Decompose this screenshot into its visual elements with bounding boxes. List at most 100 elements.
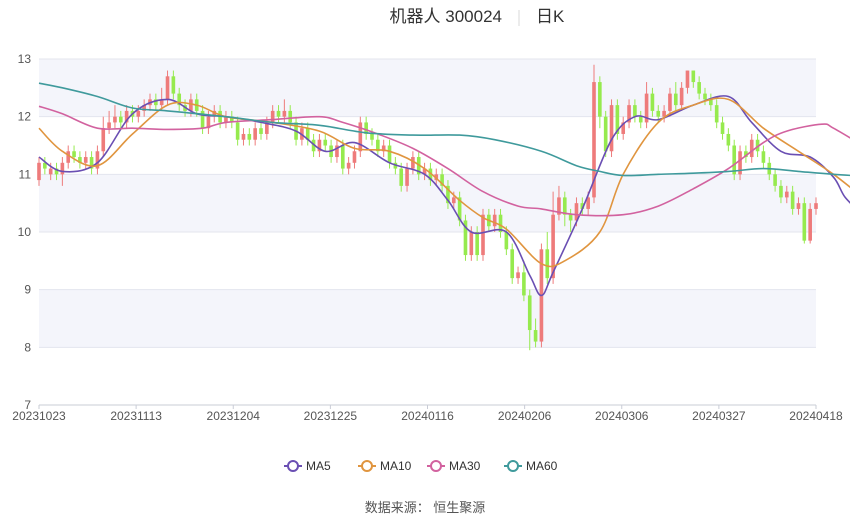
y-tick-label: 10 [18,225,32,239]
candle-body [650,93,655,111]
candle-body [644,93,649,123]
x-axis: 20231023 20231113 20231204 20231225 20240116… [12,405,843,423]
candle-body [189,99,193,111]
candle-body [533,330,538,342]
legend-label: MA5 [306,459,331,473]
candle-body [335,145,339,158]
candle-body [370,133,374,140]
candle-body [154,99,158,106]
candle-body [662,110,666,117]
candle-body [492,214,497,227]
candle-body [224,116,228,123]
candle-body [387,145,392,163]
legend-item-ma60[interactable]: MA60 [504,459,558,473]
candle-body [101,128,106,152]
candle-body [241,133,246,140]
y-tick-label: 7 [24,398,31,412]
candle-body [399,168,404,186]
candle-body [457,197,462,221]
candle-body [305,128,310,140]
candle-body [738,151,742,175]
plot-band [39,289,816,348]
candle-body [107,122,111,129]
candle-body [95,151,100,169]
candle-body [171,76,176,94]
candle-body [568,214,573,221]
candle-body [247,133,252,140]
candle-body [714,105,719,123]
ma60-line [38,82,850,177]
candle-body [89,157,94,169]
legend-marker [507,460,519,472]
candle-body [615,105,620,134]
candle-body [697,82,701,94]
candle-body [200,110,205,129]
x-tick-label: 20231225 [304,409,358,423]
y-tick-label: 13 [18,52,32,66]
candle-body [551,214,555,279]
legend-item-ma5[interactable]: MA5 [284,459,331,473]
candle-body [259,128,263,134]
candle-body [288,110,293,123]
candle-body [749,139,754,158]
candle-body [72,151,76,158]
y-axis: 7 8 9 10 11 12 13 [18,52,32,412]
candle-body [165,76,170,100]
candle-body [668,93,672,111]
candle-body [562,197,567,215]
candle-body [580,203,585,209]
legend-label: MA10 [380,459,412,473]
candle-body [545,249,550,279]
candle-body [54,168,59,175]
y-tick-label: 11 [19,167,32,181]
candle-body [592,82,596,198]
candle-body [323,139,328,146]
candle-body [83,157,88,163]
legend-item-ma10[interactable]: MA10 [358,459,412,473]
candle-body [790,191,795,209]
x-tick-label: 20231023 [12,409,66,423]
legend-item-ma30[interactable]: MA30 [427,459,481,473]
candle-body [609,105,614,152]
x-tick-label: 20240306 [595,409,649,423]
legend[interactable]: MA5 MA10 MA30 MA60 [284,459,558,473]
gridlines [39,58,816,406]
candle-body [516,272,520,279]
candle-body [416,157,421,175]
x-tick-label: 20240418 [789,409,843,423]
candle-body [808,208,812,241]
candle-body [440,174,444,186]
candle-body [498,214,503,232]
data-source: 数据来源： 恒生聚源 [365,500,486,515]
plot-band [39,174,816,232]
candle-body [726,133,731,146]
candle-body [510,249,515,279]
candle-body [673,93,678,106]
candle-body [679,87,684,106]
candle-body [311,139,316,152]
candle-body [720,122,725,134]
x-tick-label: 20231113 [110,409,162,423]
candle-body [37,162,41,181]
candle-body [586,197,590,209]
x-tick-label: 20240116 [401,409,454,423]
candle-body [744,151,748,158]
candle-body [603,116,608,152]
candle-body [253,128,257,140]
candle-body [504,232,509,250]
candle-body [340,145,345,169]
candle-body [66,151,71,163]
legend-marker [430,460,442,472]
legend-label: MA60 [526,459,558,473]
candle-body [574,203,579,221]
legend-label: MA30 [449,459,481,473]
candle-body [381,145,386,152]
candle-body [522,272,526,296]
candle-body [276,110,281,117]
candle-body [206,116,211,129]
y-tick-label: 12 [18,110,32,124]
candle-body [463,220,468,256]
candle-body [60,162,65,175]
candle-body [451,197,456,204]
